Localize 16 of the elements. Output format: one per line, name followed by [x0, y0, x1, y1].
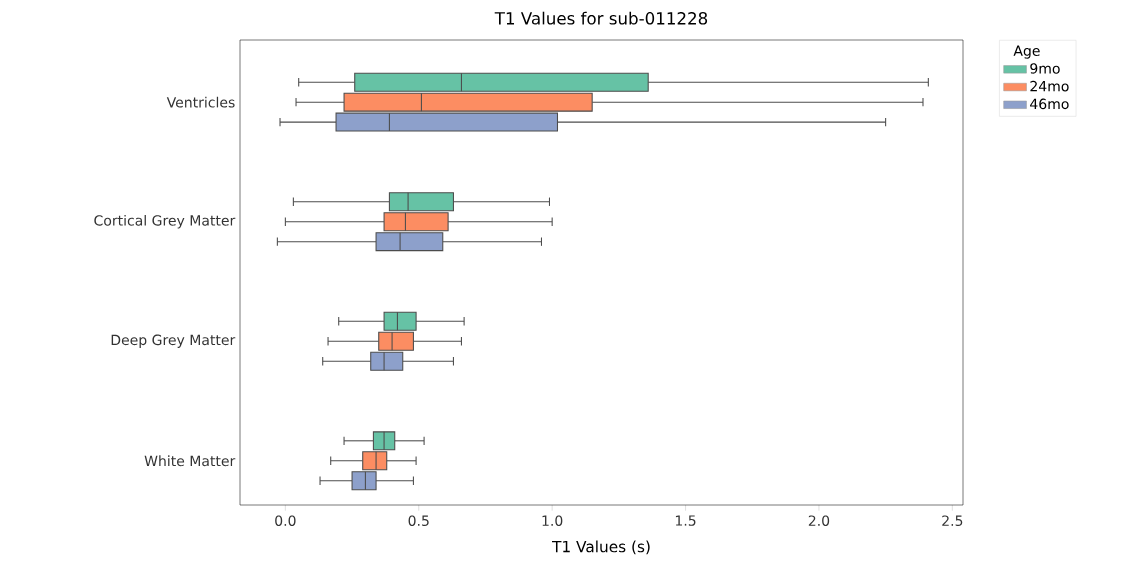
x-tick-label: 2.5 [942, 515, 963, 526]
legend-title: Age [1013, 45, 1040, 59]
legend-label: 24mo [1030, 80, 1069, 92]
x-axis-title: T1 Values (s) [552, 540, 650, 555]
legend-label: 46mo [1030, 98, 1069, 110]
x-tick-label: 1.5 [675, 515, 696, 526]
y-tick-label: Ventricles [166, 96, 235, 108]
x-tick-label: 0.0 [275, 515, 296, 526]
y-tick-label: White Matter [144, 455, 236, 467]
x-tick-label: 0.5 [408, 515, 429, 526]
x-tick-label: 1.0 [542, 515, 563, 526]
x-tick-label: 2.0 [808, 515, 830, 526]
chart-title: T1 Values for sub-011228 [494, 11, 708, 25]
y-tick-label: Deep Grey Matter [111, 334, 236, 348]
legend-label: 9mo [1030, 63, 1060, 74]
y-tick-label: Cortical Grey Matter [94, 214, 236, 229]
